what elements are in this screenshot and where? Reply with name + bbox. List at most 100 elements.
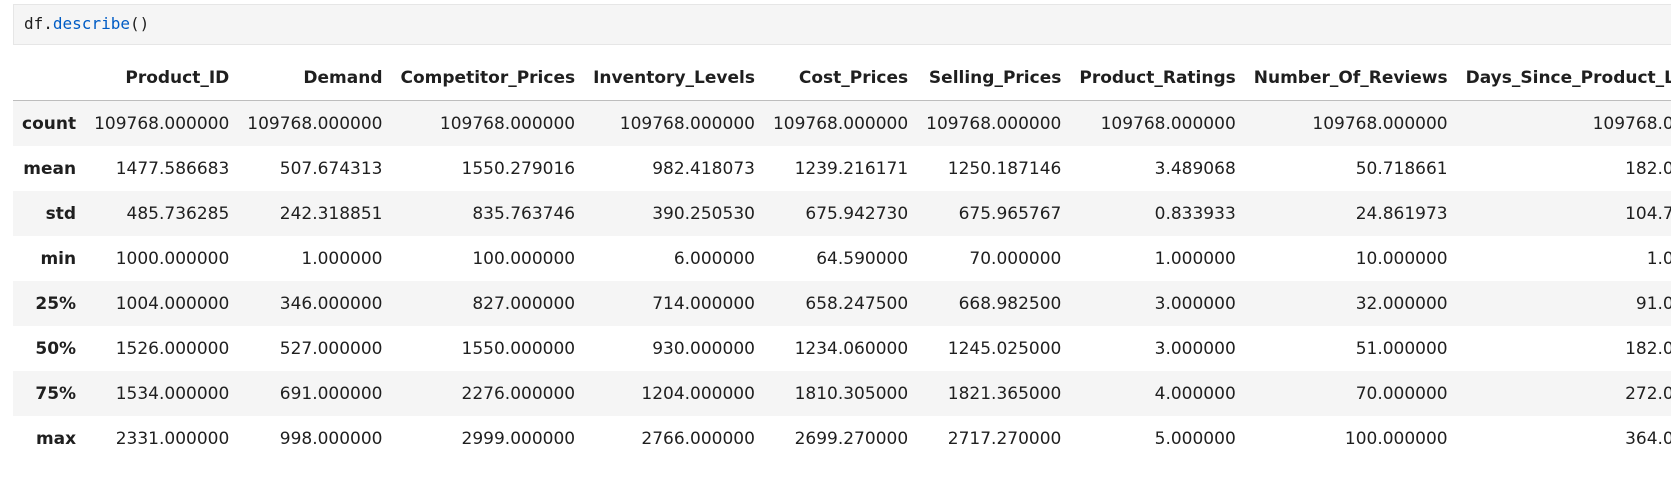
table-cell: 507.674313 xyxy=(279,158,383,179)
table-cell: 5.000000 xyxy=(1154,428,1236,449)
table-cell: 182.00000 xyxy=(1625,338,1671,359)
table-cell: 109768.000000 xyxy=(926,113,1062,134)
table-cell: 2999.000000 xyxy=(461,428,576,449)
row-label: count xyxy=(22,113,77,134)
table-cell: 91.00000 xyxy=(1635,293,1671,314)
table-cell: 1477.586683 xyxy=(115,158,230,179)
table-cell: 3.000000 xyxy=(1154,338,1236,359)
table-cell: 70.000000 xyxy=(1355,383,1448,404)
table-cell: 272.00000 xyxy=(1625,383,1671,404)
table-cell: 32.000000 xyxy=(1355,293,1448,314)
table-cell: 982.418073 xyxy=(652,158,755,179)
table-cell: 109768.000000 xyxy=(1100,113,1236,134)
table-cell: 364.00000 xyxy=(1625,428,1671,449)
table-cell: 346.000000 xyxy=(279,293,383,314)
table-cell: 675.942730 xyxy=(805,203,909,224)
table-cell: 835.763746 xyxy=(472,203,576,224)
table-cell: 242.318851 xyxy=(279,203,383,224)
table-cell: 485.736285 xyxy=(126,203,230,224)
table-cell: 1239.216171 xyxy=(794,158,909,179)
table-cell: 1534.000000 xyxy=(115,383,230,404)
table-cell: 2699.270000 xyxy=(794,428,909,449)
table-cell: 930.000000 xyxy=(652,338,755,359)
code-cell[interactable]: df.describe() xyxy=(13,4,1671,45)
row-label: min xyxy=(40,248,77,269)
table-cell: 1550.279016 xyxy=(461,158,576,179)
table-cell: 675.965767 xyxy=(958,203,1062,224)
column-header: Competitor_Prices xyxy=(391,55,585,101)
row-label: 25% xyxy=(35,293,77,314)
table-cell: 527.000000 xyxy=(279,338,383,359)
table-cell: 3.489068 xyxy=(1154,158,1236,179)
table-cell: 1000.000000 xyxy=(115,248,230,269)
table-row: mean 1477.586683 507.674313 1550.279016 … xyxy=(13,146,1671,191)
column-header: Selling_Prices xyxy=(917,55,1071,101)
column-header: Product_ID xyxy=(85,55,239,101)
table-cell: 109768.000000 xyxy=(247,113,383,134)
table-cell: 109768.00000 xyxy=(1592,113,1671,134)
table-cell: 1250.187146 xyxy=(947,158,1062,179)
index-header xyxy=(13,55,86,101)
table-cell: 109768.000000 xyxy=(94,113,230,134)
table-cell: 1.00000 xyxy=(1646,248,1671,269)
table-cell: 714.000000 xyxy=(652,293,755,314)
table-cell: 6.000000 xyxy=(673,248,755,269)
code-dot: . xyxy=(43,14,53,33)
row-label: max xyxy=(35,428,77,449)
row-label: mean xyxy=(23,158,77,179)
column-header: Cost_Prices xyxy=(763,55,918,101)
code-method: describe xyxy=(52,14,130,33)
table-cell: 10.000000 xyxy=(1355,248,1448,269)
table-cell: 1234.060000 xyxy=(794,338,909,359)
row-label: std xyxy=(45,203,77,224)
table-cell: 51.000000 xyxy=(1355,338,1448,359)
table-cell: 64.590000 xyxy=(816,248,909,269)
table-row: max 2331.000000 998.000000 2999.000000 2… xyxy=(13,416,1671,461)
table-cell: 70.000000 xyxy=(969,248,1062,269)
table-cell: 1.000000 xyxy=(1154,248,1236,269)
table-cell: 2331.000000 xyxy=(115,428,230,449)
code-call: () xyxy=(129,14,150,33)
table-cell: 1245.025000 xyxy=(947,338,1062,359)
describe-table: Product_ID Demand Competitor_Prices Inve… xyxy=(13,55,1671,461)
table-cell: 0.833933 xyxy=(1154,203,1236,224)
cell-output: Product_ID Demand Competitor_Prices Inve… xyxy=(13,55,1671,475)
table-cell: 998.000000 xyxy=(279,428,383,449)
table-cell: 109768.000000 xyxy=(1312,113,1448,134)
table-cell: 1.000000 xyxy=(301,248,383,269)
table-cell: 182.07681 xyxy=(1625,158,1671,179)
table-cell: 827.000000 xyxy=(472,293,576,314)
column-header: Demand xyxy=(238,55,392,101)
table-cell: 4.000000 xyxy=(1154,383,1236,404)
table-cell: 1526.000000 xyxy=(115,338,230,359)
table-row: min 1000.000000 1.000000 100.000000 6.00… xyxy=(13,236,1671,281)
table-cell: 2276.000000 xyxy=(461,383,576,404)
column-header: Days_Since_Product_Listin xyxy=(1456,55,1671,101)
column-header: Inventory_Levels xyxy=(584,55,764,101)
table-cell: 2766.000000 xyxy=(641,428,755,449)
row-label: 75% xyxy=(35,383,77,404)
table-cell: 1810.305000 xyxy=(794,383,909,404)
table-cell: 100.000000 xyxy=(1344,428,1448,449)
table-cell: 109768.000000 xyxy=(619,113,755,134)
table-cell: 109768.000000 xyxy=(439,113,576,134)
table-cell: 390.250530 xyxy=(652,203,755,224)
table-row: std 485.736285 242.318851 835.763746 390… xyxy=(13,191,1671,236)
table-cell: 50.718661 xyxy=(1355,158,1448,179)
table-cell: 3.000000 xyxy=(1154,293,1236,314)
table-row: 25% 1004.000000 346.000000 827.000000 71… xyxy=(13,281,1671,326)
table-cell: 1821.365000 xyxy=(947,383,1062,404)
table-cell: 104.79090 xyxy=(1625,203,1671,224)
table-row: 75% 1534.000000 691.000000 2276.000000 1… xyxy=(13,371,1671,416)
table-cell: 691.000000 xyxy=(279,383,383,404)
table-cell: 658.247500 xyxy=(805,293,909,314)
table-row: count 109768.000000 109768.000000 109768… xyxy=(13,100,1671,146)
code-object: df xyxy=(24,14,44,33)
table-cell: 2717.270000 xyxy=(947,428,1062,449)
row-label: 50% xyxy=(35,338,77,359)
table-cell: 1004.000000 xyxy=(115,293,230,314)
table-cell: 24.861973 xyxy=(1355,203,1448,224)
table-row: 50% 1526.000000 527.000000 1550.000000 9… xyxy=(13,326,1671,371)
table-cell: 109768.000000 xyxy=(772,113,909,134)
table-header-row: Product_ID Demand Competitor_Prices Inve… xyxy=(13,55,1671,101)
